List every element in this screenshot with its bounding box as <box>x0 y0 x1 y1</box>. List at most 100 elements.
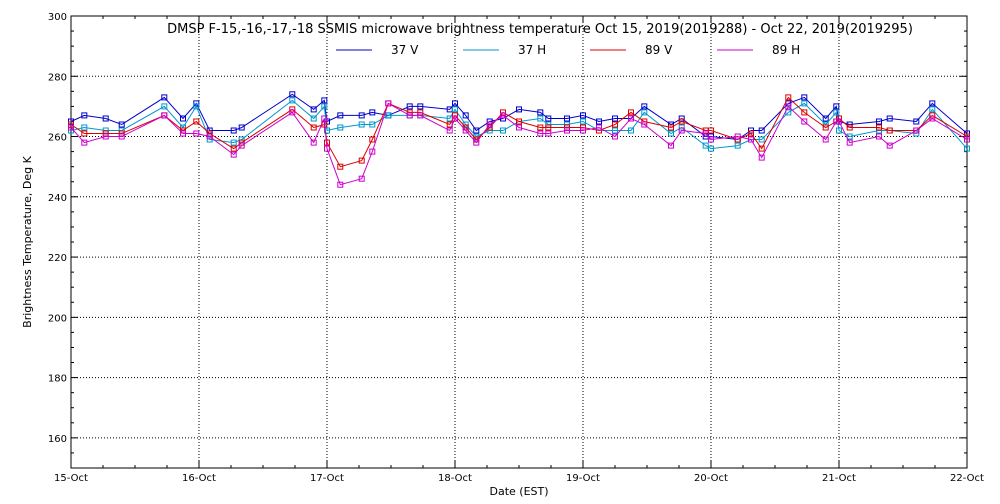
y-tick-label: 240 <box>48 193 67 204</box>
legend-entry: 89 V <box>590 43 673 57</box>
data-point <box>473 127 480 134</box>
x-tick-label: 21-Oct <box>822 473 856 484</box>
data-point <box>310 124 317 131</box>
data-point <box>238 142 245 149</box>
data-point <box>580 127 586 134</box>
data-point <box>641 109 648 116</box>
data-point <box>801 100 808 107</box>
data-point <box>545 124 552 131</box>
legend-entry: 37 H <box>463 43 546 57</box>
data-point <box>406 112 413 119</box>
data-point <box>230 139 237 146</box>
data-point <box>358 175 365 182</box>
data-point <box>516 124 522 131</box>
data-point <box>358 157 365 164</box>
data-point <box>446 127 453 134</box>
data-point <box>612 115 618 122</box>
data-point <box>846 133 853 140</box>
data-point <box>81 124 88 131</box>
data-point <box>836 127 842 134</box>
data-point <box>452 115 458 122</box>
data-point <box>758 136 765 143</box>
data-point <box>846 139 853 146</box>
data-point <box>193 103 200 110</box>
data-point <box>758 145 765 152</box>
data-point <box>668 130 674 137</box>
data-point <box>369 148 376 155</box>
data-point <box>708 145 714 152</box>
legend-label: 89 V <box>645 43 673 57</box>
data-point <box>289 109 296 116</box>
data-point <box>836 118 842 125</box>
data-point <box>929 106 936 113</box>
data-point <box>641 103 648 110</box>
data-point <box>708 136 714 143</box>
data-point <box>310 106 317 113</box>
data-point <box>230 151 237 158</box>
data-point <box>612 121 618 128</box>
data-point <box>321 103 328 110</box>
data-point <box>161 94 168 101</box>
data-point <box>801 109 808 116</box>
data-point <box>734 142 741 149</box>
y-axis-label: Brightness Temperature, Deg K <box>21 155 34 327</box>
legend: 37 V 37 H 89 V 89 H <box>336 43 800 57</box>
data-point <box>516 118 522 125</box>
data-point <box>822 115 829 122</box>
data-point <box>180 130 186 137</box>
data-point <box>785 94 792 101</box>
x-tick-label: 19-Oct <box>566 473 600 484</box>
data-point <box>734 133 741 140</box>
data-point <box>161 112 168 119</box>
x-tick-label: 17-Oct <box>310 473 344 484</box>
y-tick-label: 260 <box>48 133 67 144</box>
data-point <box>68 124 74 131</box>
data-point <box>358 112 365 119</box>
data-point <box>486 121 493 128</box>
data-point <box>822 136 829 143</box>
data-point <box>161 103 168 110</box>
data-point <box>369 136 376 143</box>
data-point <box>324 127 330 134</box>
data-point <box>417 103 424 110</box>
x-tick-label: 16-Oct <box>182 473 216 484</box>
data-point <box>545 130 552 137</box>
data-point <box>612 133 618 140</box>
data-point <box>193 118 200 125</box>
data-point <box>801 118 808 125</box>
data-point <box>180 115 186 122</box>
legend-entry: 89 H <box>717 43 800 57</box>
data-point <box>758 154 765 161</box>
data-point <box>385 112 392 119</box>
grid-lines <box>71 16 967 468</box>
data-point <box>929 112 936 119</box>
data-point <box>337 181 344 188</box>
data-point <box>452 100 458 107</box>
data-point <box>833 109 840 116</box>
data-point <box>612 127 618 134</box>
data-point <box>678 118 685 125</box>
data-point <box>462 112 469 119</box>
data-point <box>913 127 920 134</box>
data-point <box>289 97 296 104</box>
data-point <box>833 103 840 110</box>
data-point <box>886 142 893 149</box>
x-tick-label: 22-Oct <box>950 473 984 484</box>
data-point <box>886 127 893 134</box>
data-point <box>238 124 245 131</box>
data-point <box>385 100 392 107</box>
data-point <box>668 142 674 149</box>
data-point <box>81 130 88 137</box>
y-tick-label: 160 <box>48 434 67 445</box>
data-point <box>321 115 328 122</box>
data-point <box>545 115 552 122</box>
data-point <box>417 112 424 119</box>
y-tick-label: 200 <box>48 313 67 324</box>
data-point <box>310 115 317 122</box>
data-point <box>230 145 237 152</box>
data-point <box>118 133 125 140</box>
data-point <box>452 106 458 113</box>
chart-title: DMSP F-15,-16,-17,-18 SSMIS microwave br… <box>167 22 913 37</box>
legend-label: 89 H <box>772 43 800 57</box>
